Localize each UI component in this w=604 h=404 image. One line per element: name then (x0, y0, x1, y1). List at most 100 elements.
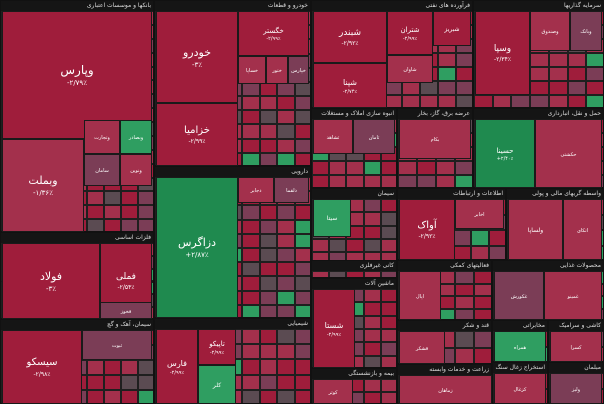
treemap-tile[interactable]: شبریز (433, 11, 471, 46)
treemap-tile[interactable]: خودرو -۳٪ (156, 11, 238, 103)
sector-title: خودرو و قطعات (155, 1, 310, 11)
tile-change: -۲/۹۹٪ (326, 331, 342, 338)
sector-title: قند و شکر (398, 321, 491, 331)
filler-tile (259, 138, 278, 153)
filler-tile (455, 175, 472, 187)
treemap-tile[interactable]: ونوین (120, 154, 152, 186)
tile-symbol: سیتا (326, 215, 338, 223)
treemap-tile[interactable]: ثشاهد (313, 119, 353, 154)
treemap-tile[interactable]: دجابر (238, 177, 274, 203)
filler-tile (277, 359, 295, 375)
filler-tile (436, 175, 455, 187)
treemap-tile[interactable]: غمینو (544, 271, 602, 320)
treemap-tile[interactable]: کوثر (313, 379, 353, 404)
filler-tile (242, 110, 260, 125)
treemap-tile[interactable]: وسپا -۲/۳۴٪ (475, 11, 530, 95)
sector-title: مبلمان (549, 363, 603, 373)
filler-tile (363, 225, 381, 239)
filler-tile (277, 138, 295, 153)
treemap-tile[interactable]: شپنا -۲/۷۴٪ (313, 63, 387, 108)
filler-tile (86, 390, 104, 403)
filler-tile (438, 81, 456, 95)
treemap-tile[interactable]: ثبوت (82, 330, 152, 360)
filler-tile (277, 219, 295, 234)
filler-tile (242, 290, 260, 305)
treemap-tile[interactable]: خزامیا -۲/۹۹٪ (156, 103, 238, 166)
treemap-tile[interactable]: وتجارت (84, 120, 120, 154)
filler-tile (452, 230, 471, 246)
sector-title: استخراج زغال سنگ (493, 363, 547, 373)
filler-tile (259, 152, 278, 165)
treemap-tile[interactable]: وصندوق (530, 11, 570, 51)
tile-symbol: بکام (430, 137, 440, 143)
treemap-tile[interactable]: اپال (399, 271, 441, 320)
filler-tile (530, 81, 549, 95)
treemap-tile[interactable]: دلقما (274, 177, 309, 203)
treemap-tile[interactable]: ختور (266, 56, 288, 84)
filler-tile (363, 392, 381, 403)
treemap-tile[interactable]: فخوز (100, 302, 152, 319)
filler-tile (455, 271, 474, 284)
treemap-tile[interactable]: همراه (494, 331, 546, 362)
treemap-tile[interactable]: اخابر (455, 199, 504, 229)
filler-tile (474, 308, 491, 319)
filler-tile (586, 95, 603, 107)
treemap-tile[interactable]: فولاد -۳٪ (2, 243, 100, 319)
treemap-tile[interactable]: وبملت -۱/۳۶٪ (2, 139, 84, 232)
treemap-tile[interactable]: کزغال (494, 373, 546, 404)
treemap-tile[interactable]: حکشتی (535, 119, 602, 188)
treemap-tile[interactable]: وبصادر (120, 120, 152, 154)
treemap-tile[interactable]: سامان (84, 154, 120, 186)
treemap-tile[interactable]: خگستر -۲/۹۹٪ (238, 11, 309, 56)
filler-tile (259, 290, 278, 305)
treemap-tile[interactable]: بکام (399, 119, 471, 159)
treemap-tile[interactable]: کسرا (550, 331, 602, 362)
tile-symbol: فولاد (39, 269, 63, 283)
tile-symbol: خساپا (246, 68, 258, 74)
sector-title: بیمه و بازنشستگی (312, 369, 396, 379)
treemap-tile[interactable]: قشکر (399, 331, 445, 364)
treemap-tile[interactable]: اتکای (563, 199, 602, 260)
treemap-tile[interactable]: کلر (198, 365, 236, 404)
filler-tile (259, 124, 278, 139)
treemap-tile[interactable]: زماهان (399, 375, 492, 404)
filler-tile (277, 389, 295, 403)
filler-tile (456, 53, 472, 67)
treemap-tile[interactable]: دزاگرس +۲/۸۷٪ (156, 177, 238, 318)
sector-title: مخابراتی (493, 321, 547, 331)
treemap-tile[interactable]: آواک -۲/۹۲٪ (399, 199, 455, 260)
filler-tile (259, 304, 278, 317)
treemap-tile[interactable]: سیتا (313, 199, 351, 237)
filler-tile (567, 53, 587, 67)
filler-tile (363, 271, 381, 277)
tile-symbol: همراه (513, 344, 527, 351)
filler-tile (548, 95, 568, 107)
tile-symbol: دزاگرس (177, 236, 216, 250)
treemap-tile[interactable]: تاپیکو -۲/۹۹٪ (198, 329, 236, 365)
treemap-tile[interactable]: ولساپا (508, 199, 563, 260)
treemap-tile[interactable]: حسینا +۲/۴۰٪ (475, 119, 535, 188)
treemap-tile[interactable]: شستا -۲/۹۹٪ (313, 289, 355, 368)
treemap-tile[interactable]: شبندر -۲/۹۲٪ (313, 11, 387, 63)
treemap-tile[interactable]: سیسکو -۲/۹۸٪ (2, 330, 82, 404)
filler-tile (259, 205, 278, 220)
treemap-tile[interactable]: غکورش (494, 271, 544, 320)
sector-title: سرمایه گذاریها (474, 1, 603, 11)
treemap-tile[interactable]: ثامان (353, 119, 395, 154)
treemap-tile[interactable]: خپارس (288, 56, 309, 84)
treemap-tile[interactable]: شتران -۲/۹۹٪ (387, 11, 433, 55)
treemap-tile[interactable]: وبانک (570, 11, 602, 51)
tile-symbol: آواک (417, 219, 437, 231)
tile-change: -۲/۹۹٪ (266, 36, 281, 43)
treemap-tile[interactable]: خساپا (238, 56, 266, 84)
filler-tile (363, 315, 381, 329)
treemap-tile[interactable]: وپارس -۲/۷۹٪ (2, 11, 152, 139)
tile-change: -۲/۹۲٪ (418, 233, 436, 240)
filler-tile (242, 124, 260, 139)
filler-tile (380, 199, 396, 213)
filler-tile (380, 342, 396, 356)
filler-tile (567, 67, 587, 81)
treemap-tile[interactable]: ولیز (550, 373, 602, 404)
treemap-tile[interactable]: شاوان (387, 55, 433, 83)
treemap-tile[interactable]: فارس -۲/۹۹٪ (156, 329, 198, 404)
